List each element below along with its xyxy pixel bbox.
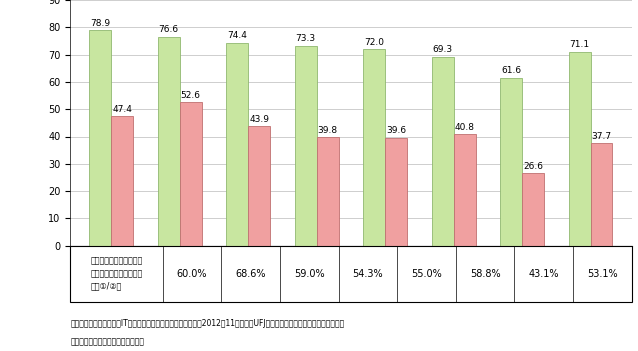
Text: 53.1%: 53.1% bbox=[587, 269, 618, 279]
Bar bbox=[591, 143, 612, 246]
Text: 26.6: 26.6 bbox=[523, 162, 543, 171]
Bar bbox=[111, 116, 133, 246]
Text: 40.8: 40.8 bbox=[454, 123, 475, 132]
Bar bbox=[432, 57, 454, 246]
Text: 74.4: 74.4 bbox=[227, 31, 247, 40]
Text: 58.8%: 58.8% bbox=[470, 269, 500, 279]
Text: 55.0%: 55.0% bbox=[411, 269, 442, 279]
Text: 78.9: 78.9 bbox=[90, 19, 110, 28]
Text: 61.6: 61.6 bbox=[501, 66, 521, 75]
Bar bbox=[385, 138, 407, 246]
Text: 69.3: 69.3 bbox=[433, 45, 453, 54]
Bar bbox=[522, 173, 544, 246]
Text: 52.6: 52.6 bbox=[181, 91, 201, 100]
Text: 39.6: 39.6 bbox=[386, 126, 406, 135]
Text: 68.6%: 68.6% bbox=[235, 269, 266, 279]
Text: 資料：中小企業庁委託「ITの活用に関するアンケート調査」（2012年11月、三菱UFJリサーチ＆コンサルティング（株））: 資料：中小企業庁委託「ITの活用に関するアンケート調査」（2012年11月、三菱… bbox=[70, 319, 345, 329]
Text: 73.3: 73.3 bbox=[295, 34, 316, 44]
Bar bbox=[454, 134, 475, 246]
Text: 72.0: 72.0 bbox=[364, 38, 384, 47]
Bar bbox=[226, 42, 248, 246]
Bar bbox=[568, 52, 591, 246]
Text: 47.4: 47.4 bbox=[112, 105, 132, 114]
Text: 59.0%: 59.0% bbox=[294, 269, 325, 279]
Bar bbox=[363, 49, 385, 246]
Text: 37.7: 37.7 bbox=[591, 132, 612, 141]
Text: 54.3%: 54.3% bbox=[353, 269, 383, 279]
Bar bbox=[500, 78, 522, 246]
Text: 71.1: 71.1 bbox=[570, 40, 590, 49]
Text: 39.8: 39.8 bbox=[318, 126, 338, 135]
Text: 必要と考えている企業の
うち、導入した企業の割
合（①/②）: 必要と考えている企業の うち、導入した企業の割 合（①/②） bbox=[91, 257, 143, 291]
Bar bbox=[295, 46, 316, 246]
Text: 60.0%: 60.0% bbox=[177, 269, 207, 279]
Bar bbox=[316, 137, 339, 246]
Bar bbox=[248, 126, 270, 246]
Text: 43.9: 43.9 bbox=[249, 115, 269, 124]
Text: 76.6: 76.6 bbox=[159, 25, 179, 34]
Bar bbox=[89, 30, 111, 246]
Bar bbox=[158, 37, 180, 246]
Bar bbox=[180, 102, 202, 246]
Text: （注）　中小企業を集計している。: （注） 中小企業を集計している。 bbox=[70, 337, 144, 346]
Text: 43.1%: 43.1% bbox=[528, 269, 559, 279]
